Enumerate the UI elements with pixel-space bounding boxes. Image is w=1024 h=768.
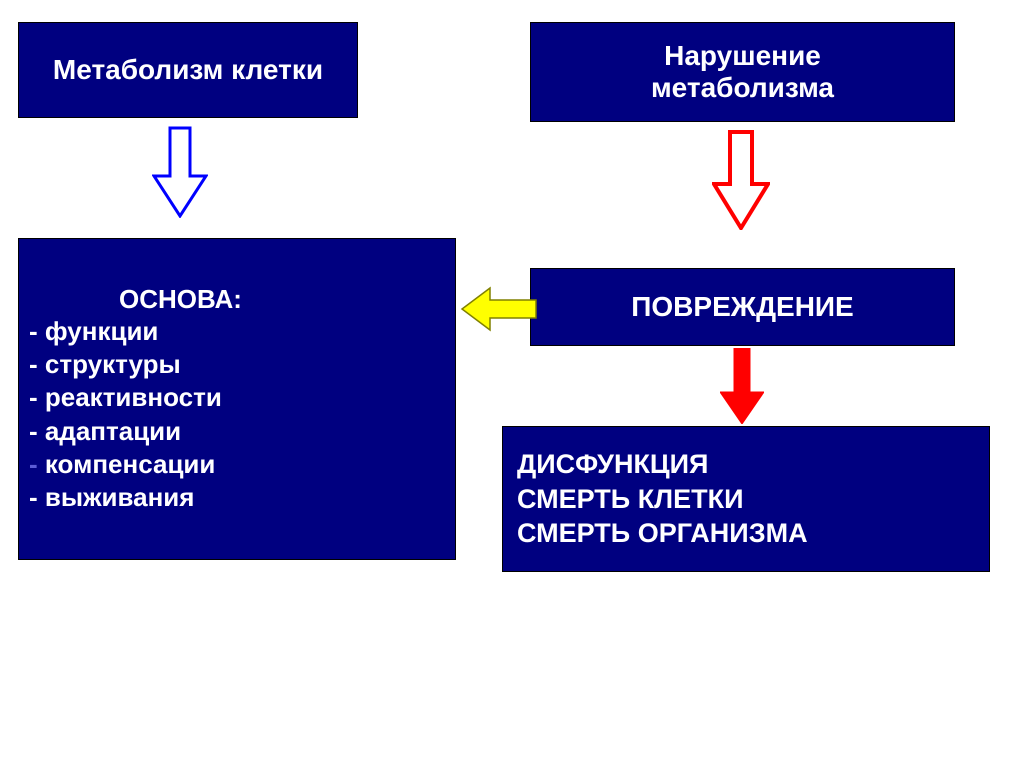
box-dysfunction-line: СМЕРТЬ ОРГАНИЗМА [517, 516, 808, 551]
box-basis-item5-dash: - [29, 449, 45, 479]
box-dysfunction-line: ДИСФУНКЦИЯ [517, 447, 708, 482]
arrow-blue-down [152, 126, 208, 218]
box-basis-item: - функции [29, 315, 158, 348]
arrow-red-down-bottom [720, 348, 764, 424]
arrow-red-down-top [712, 130, 770, 230]
box-disorder-line1: Нарушение [664, 40, 821, 72]
box-metabolism-text: Метаболизм клетки [53, 54, 323, 86]
box-basis-item: - адаптации [29, 415, 181, 448]
box-basis-title: ОСНОВА: [29, 284, 242, 315]
box-metabolism: Метаболизм клетки [18, 22, 358, 118]
box-disorder-line2: метаболизма [651, 72, 834, 104]
box-dysfunction: ДИСФУНКЦИЯ СМЕРТЬ КЛЕТКИ СМЕРТЬ ОРГАНИЗМ… [502, 426, 990, 572]
box-basis-item5-text: компенсации [45, 449, 216, 479]
box-basis-item: - выживания [29, 481, 194, 514]
arrow-yellow-left [460, 286, 538, 332]
box-basis-item: - компенсации [29, 448, 215, 481]
box-damage-text: ПОВРЕЖДЕНИЕ [631, 291, 853, 323]
box-basis: ОСНОВА: - функции - структуры - реактивн… [18, 238, 456, 560]
box-disorder: Нарушение метаболизма [530, 22, 955, 122]
box-basis-title-text: ОСНОВА: [119, 284, 242, 314]
box-basis-item: - структуры [29, 348, 181, 381]
box-damage: ПОВРЕЖДЕНИЕ [530, 268, 955, 346]
box-basis-item: - реактивности [29, 381, 222, 414]
box-dysfunction-line: СМЕРТЬ КЛЕТКИ [517, 482, 744, 517]
